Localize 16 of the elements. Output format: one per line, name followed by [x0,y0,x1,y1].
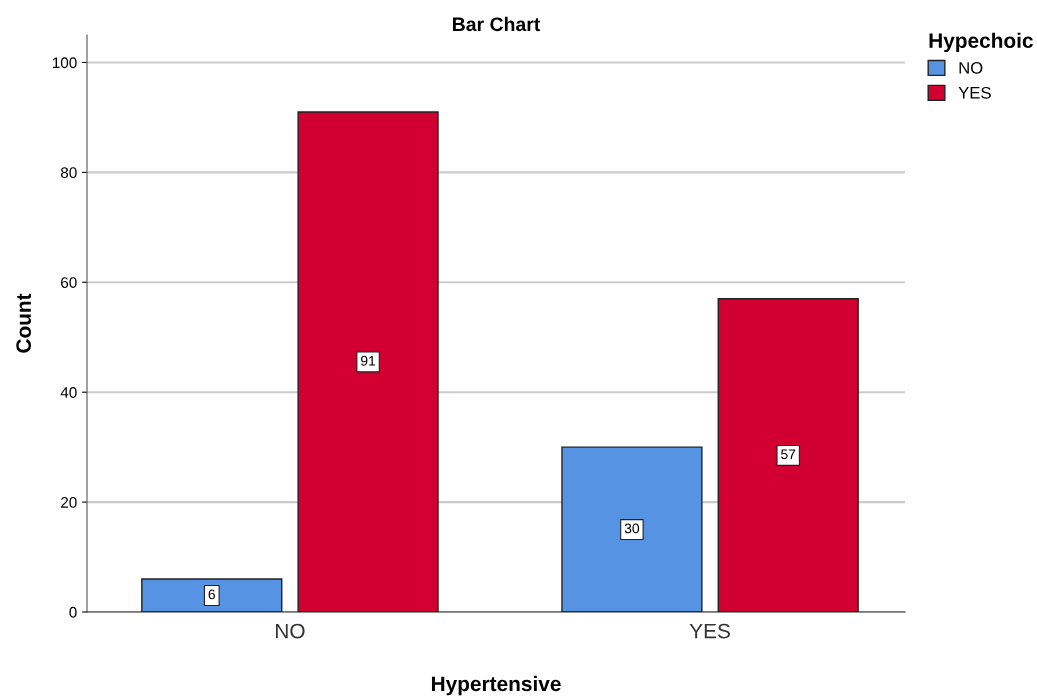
data-label: 6 [208,589,216,600]
legend-title: Hypechoic [929,32,1033,53]
legend-label: NO [959,61,983,74]
y-tick-label: 20 [61,496,77,508]
legend-label: YES [958,86,991,99]
data-label: 57 [781,449,796,460]
y-tick-label: 60 [61,277,77,288]
data-label: 91 [361,355,376,366]
y-tick-label: 40 [60,387,77,398]
y-tick-label: 80 [60,167,77,179]
x-axis-title: Hypertensive [431,675,561,696]
y-tick-label: 0 [69,606,77,618]
y-tick-label: 100 [52,57,77,69]
chart-title: Bar Chart [453,16,541,32]
y-axis-title: Count [16,293,32,353]
data-label: 30 [624,523,640,534]
